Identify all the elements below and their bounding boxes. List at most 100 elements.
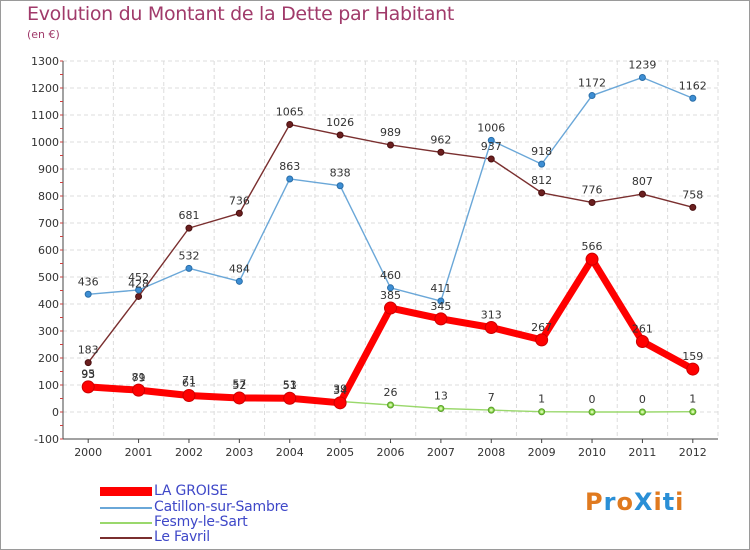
data-point-le-favril bbox=[638, 190, 646, 198]
data-point-le-favril bbox=[487, 155, 495, 163]
data-label-le-favril: 736 bbox=[229, 194, 250, 207]
data-point-le-favril bbox=[689, 203, 697, 211]
data-point-le-favril bbox=[336, 131, 344, 139]
x-tick-label: 2011 bbox=[628, 446, 656, 459]
legend-label-la-groise: LA GROISE bbox=[154, 483, 228, 499]
data-label-fesmy-le-sart: 26 bbox=[384, 386, 398, 399]
y-tick-label: 0 bbox=[52, 406, 59, 419]
data-label-la-groise: 385 bbox=[380, 289, 401, 302]
data-label-catillon-sur-sambre: 1172 bbox=[578, 77, 606, 90]
y-tick-label: 700 bbox=[38, 217, 59, 230]
legend-swatch-le-favril bbox=[100, 537, 152, 539]
data-label-fesmy-le-sart: 53 bbox=[283, 379, 297, 392]
data-label-catillon-sur-sambre: 1239 bbox=[628, 58, 656, 71]
data-point-catillon-sur-sambre bbox=[235, 277, 243, 285]
data-label-le-favril: 807 bbox=[632, 175, 653, 188]
data-label-fesmy-le-sart: 1 bbox=[538, 393, 545, 406]
data-label-le-favril: 937 bbox=[481, 140, 502, 153]
data-point-catillon-sur-sambre bbox=[588, 92, 596, 100]
y-tick-label: 100 bbox=[38, 379, 59, 392]
x-tick-label: 2004 bbox=[276, 446, 304, 459]
data-label-la-groise: 93 bbox=[81, 368, 95, 381]
data-point-la-groise bbox=[232, 391, 246, 405]
data-point-catillon-sur-sambre bbox=[84, 290, 92, 298]
y-tick-label: 400 bbox=[38, 298, 59, 311]
x-tick-label: 2003 bbox=[225, 446, 253, 459]
data-label-catillon-sur-sambre: 918 bbox=[531, 145, 552, 158]
legend-swatch-la-groise bbox=[100, 487, 152, 496]
legend-label-fesmy: Fesmy-le-Sart bbox=[154, 514, 248, 530]
data-label-catillon-sur-sambre: 484 bbox=[229, 262, 250, 275]
data-point-la-groise bbox=[585, 252, 599, 266]
data-point-le-favril bbox=[286, 120, 294, 128]
data-point-highlight bbox=[540, 410, 544, 414]
data-label-le-favril: 962 bbox=[430, 133, 451, 146]
y-tick-label: 1000 bbox=[31, 136, 59, 149]
legend-swatch-catillon bbox=[100, 507, 152, 509]
data-label-le-favril: 776 bbox=[582, 183, 603, 196]
data-label-le-favril: 1026 bbox=[326, 116, 354, 129]
y-tick-label: 1100 bbox=[31, 109, 59, 122]
data-label-fesmy-le-sart: 57 bbox=[232, 378, 246, 391]
data-label-fesmy-le-sart: 71 bbox=[182, 374, 196, 387]
data-label-la-groise: 345 bbox=[430, 300, 451, 313]
data-point-catillon-sur-sambre bbox=[638, 73, 646, 81]
data-point-le-favril bbox=[235, 209, 243, 217]
data-point-la-groise bbox=[434, 312, 448, 326]
data-label-catillon-sur-sambre: 1006 bbox=[477, 121, 505, 134]
data-label-le-favril: 989 bbox=[380, 126, 401, 139]
data-label-le-favril: 1065 bbox=[276, 105, 304, 118]
x-tick-label: 2005 bbox=[326, 446, 354, 459]
data-label-la-groise: 51 bbox=[283, 379, 297, 392]
x-tick-label: 2006 bbox=[377, 446, 405, 459]
y-tick-label: 300 bbox=[38, 325, 59, 338]
data-point-highlight bbox=[489, 408, 493, 412]
data-point-la-groise bbox=[182, 389, 196, 403]
data-point-la-groise bbox=[333, 396, 347, 410]
y-tick-label: 1300 bbox=[31, 55, 59, 68]
data-point-catillon-sur-sambre bbox=[487, 136, 495, 144]
data-label-catillon-sur-sambre: 1162 bbox=[679, 79, 707, 92]
data-point-catillon-sur-sambre bbox=[689, 94, 697, 102]
x-tick-label: 2008 bbox=[477, 446, 505, 459]
data-label-catillon-sur-sambre: 452 bbox=[128, 271, 149, 284]
chart-title: Evolution du Montant de la Dette par Hab… bbox=[27, 3, 455, 25]
data-point-highlight bbox=[590, 410, 594, 414]
data-point-le-favril bbox=[538, 189, 546, 197]
data-point-catillon-sur-sambre bbox=[135, 286, 143, 294]
data-point-le-favril bbox=[84, 359, 92, 367]
data-label-le-favril: 812 bbox=[531, 174, 552, 187]
x-tick-label: 2010 bbox=[578, 446, 606, 459]
data-label-le-favril: 428 bbox=[128, 277, 149, 290]
data-label-fesmy-le-sart: 7 bbox=[488, 391, 495, 404]
y-tick-label: 800 bbox=[38, 190, 59, 203]
data-point-la-groise bbox=[535, 333, 549, 347]
data-point-catillon-sur-sambre bbox=[437, 297, 445, 305]
data-label-catillon-sur-sambre: 436 bbox=[78, 275, 99, 288]
data-label-la-groise: 566 bbox=[582, 240, 603, 253]
data-point-highlight bbox=[691, 410, 695, 414]
data-point-catillon-sur-sambre bbox=[185, 264, 193, 272]
data-point-catillon-sur-sambre bbox=[286, 175, 294, 183]
data-label-la-groise: 52 bbox=[232, 379, 246, 392]
data-point-catillon-sur-sambre bbox=[336, 182, 344, 190]
y-tick-label: -100 bbox=[34, 433, 59, 446]
y-tick-label: 900 bbox=[38, 163, 59, 176]
x-tick-label: 2009 bbox=[528, 446, 556, 459]
data-label-la-groise: 61 bbox=[182, 377, 196, 390]
data-label-catillon-sur-sambre: 863 bbox=[279, 160, 300, 173]
data-point-highlight bbox=[389, 403, 392, 407]
y-tick-label: 600 bbox=[38, 244, 59, 257]
data-point-la-groise bbox=[132, 383, 146, 397]
data-label-catillon-sur-sambre: 411 bbox=[430, 282, 451, 295]
data-label-fesmy-le-sart: 39 bbox=[333, 382, 347, 395]
data-point-le-favril bbox=[387, 141, 394, 149]
x-tick-label: 2000 bbox=[74, 446, 102, 459]
chart-subtitle: (en €) bbox=[27, 28, 60, 41]
data-label-catillon-sur-sambre: 460 bbox=[380, 269, 401, 282]
data-label-fesmy-le-sart: 1 bbox=[689, 393, 696, 406]
data-label-la-groise: 261 bbox=[632, 323, 653, 336]
data-point-la-groise bbox=[635, 335, 649, 349]
